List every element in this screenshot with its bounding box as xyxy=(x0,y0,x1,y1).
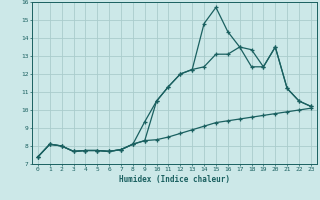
X-axis label: Humidex (Indice chaleur): Humidex (Indice chaleur) xyxy=(119,175,230,184)
